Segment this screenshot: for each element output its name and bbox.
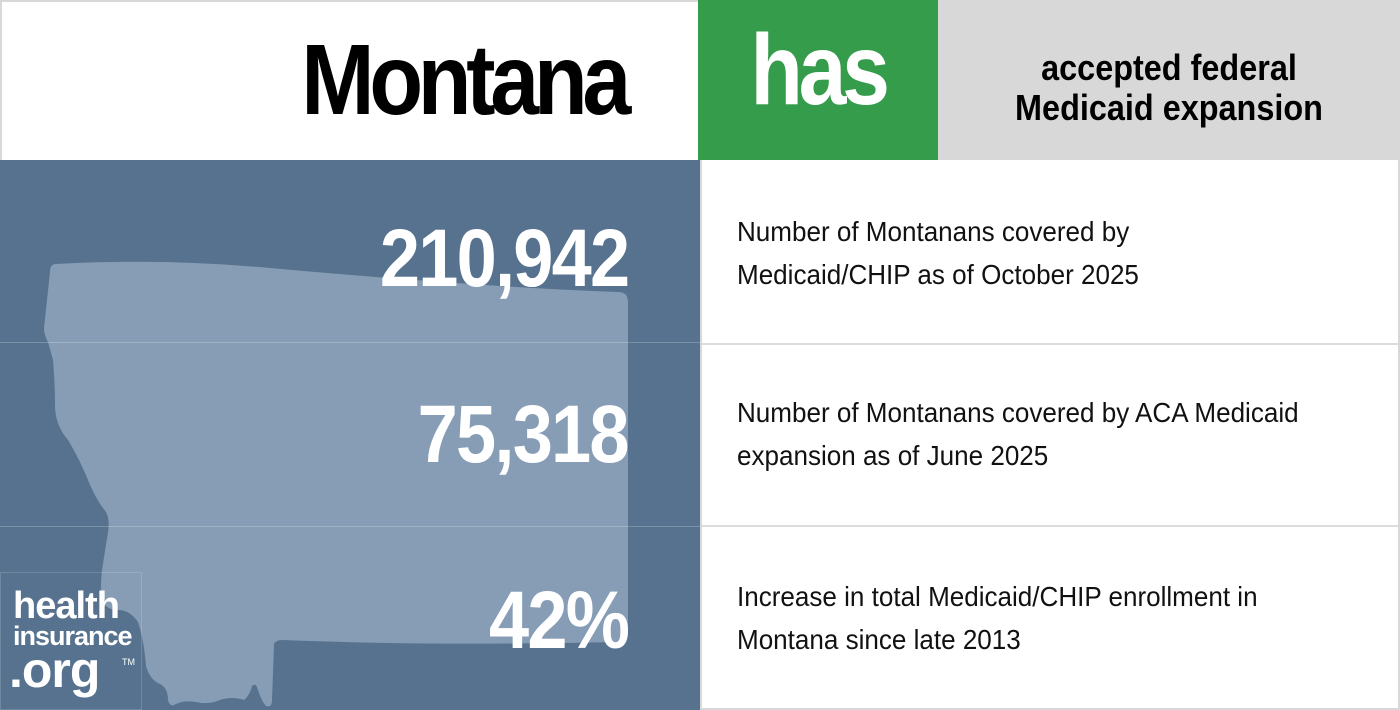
logo-trademark: TM: [122, 657, 135, 667]
stat-label-line: Number of Montanans covered by: [737, 216, 1130, 247]
row-divider: [0, 342, 700, 343]
stat-label-line: Montana since late 2013: [737, 624, 1021, 655]
expansion-status-box: has: [698, 0, 938, 160]
state-name: Montana: [301, 24, 631, 136]
stat-label-enrollment-increase: Increase in total Medicaid/CHIP enrollme…: [737, 575, 1332, 661]
stat-value-enrollment-increase: 42%: [488, 575, 630, 666]
status-description-line-1: accepted federal: [1041, 47, 1297, 88]
stat-label-aca-expansion: Number of Montanans covered by ACA Medic…: [737, 391, 1332, 477]
logo-insurance: insurance: [13, 621, 133, 651]
status-description: accepted federal Medicaid expansion: [961, 48, 1377, 128]
stat-value-aca-expansion: 75,318: [417, 389, 630, 480]
stat-label-line: Increase in total Medicaid/CHIP enrollme…: [737, 581, 1258, 612]
stat-label-line: Number of Montanans covered by ACA Medic…: [737, 397, 1299, 428]
stat-label-line: Medicaid/CHIP as of October 2025: [737, 259, 1139, 290]
logo-org: .org: [9, 642, 100, 698]
logo-health: health: [13, 585, 120, 627]
status-description-box: accepted federal Medicaid expansion: [938, 0, 1400, 160]
stat-row-aca-expansion: Number of Montanans covered by ACA Medic…: [702, 345, 1398, 527]
stats-description-panel: Number of Montanans covered by Medicaid/…: [700, 160, 1400, 710]
stat-row-enrollment-increase: Increase in total Medicaid/CHIP enrollme…: [702, 527, 1398, 708]
state-name-box: Montana: [0, 0, 698, 162]
stat-value-medicaid-chip: 210,942: [379, 213, 629, 304]
row-divider: [0, 526, 700, 527]
expansion-status: has: [750, 14, 890, 126]
status-description-line-2: Medicaid expansion: [1015, 87, 1323, 128]
stats-number-panel: 210,942 75,318 42% health insurance .org…: [0, 160, 700, 710]
stat-label-medicaid-chip: Number of Montanans covered by Medicaid/…: [737, 210, 1332, 296]
montana-map-icon: [44, 261, 628, 707]
stat-row-medicaid-chip: Number of Montanans covered by Medicaid/…: [702, 160, 1398, 345]
stat-label-line: expansion as of June 2025: [737, 440, 1049, 471]
healthinsurance-org-logo: health insurance .org TM: [0, 572, 142, 710]
